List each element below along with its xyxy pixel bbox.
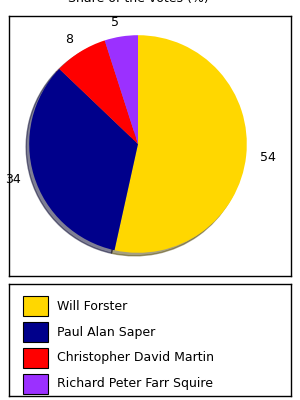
Title: Share of the votes (%): Share of the votes (%) (68, 0, 208, 6)
Text: 5: 5 (111, 16, 119, 29)
Bar (23, 296, 49, 316)
Text: 34: 34 (4, 173, 20, 186)
Wedge shape (105, 35, 138, 144)
Bar (23, 322, 49, 342)
Bar (23, 348, 49, 368)
Text: 8: 8 (65, 33, 73, 46)
Text: 54: 54 (260, 151, 276, 164)
Text: Richard Peter Farr Squire: Richard Peter Farr Squire (57, 377, 213, 390)
Bar (23, 374, 49, 394)
Wedge shape (115, 35, 247, 253)
Text: Will Forster: Will Forster (57, 300, 127, 313)
Wedge shape (29, 69, 138, 250)
Wedge shape (59, 40, 138, 144)
Text: Paul Alan Saper: Paul Alan Saper (57, 326, 155, 339)
Text: Christopher David Martin: Christopher David Martin (57, 352, 214, 364)
